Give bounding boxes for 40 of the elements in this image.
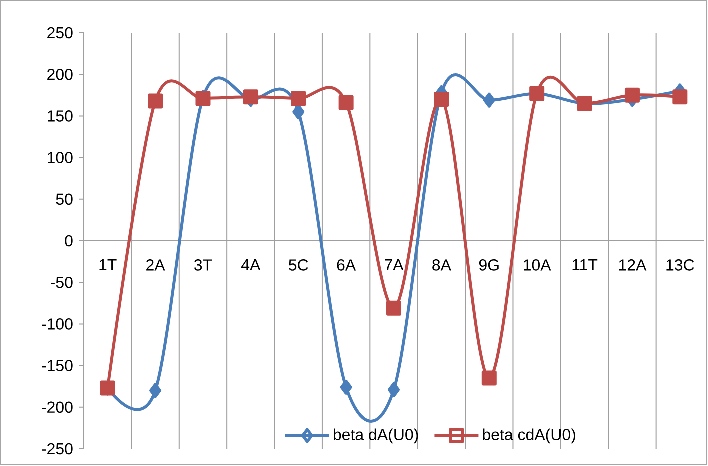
point: [386, 300, 402, 316]
point: [434, 92, 450, 108]
y-tick-label: -150: [42, 360, 73, 372]
point: [483, 92, 496, 108]
x-tick-label: 7A: [385, 260, 404, 271]
x-tick-label: 12A: [619, 260, 647, 271]
point: [388, 382, 400, 398]
x-tick-label: 5C: [289, 260, 308, 271]
legend-label: beta dA(U0): [334, 428, 418, 444]
x-tick-label: 4A: [242, 260, 261, 271]
x-tick-label: 1T: [100, 260, 117, 271]
x-tick-label: 13C: [666, 260, 694, 271]
y-tick-label: 200: [48, 68, 73, 80]
point: [292, 104, 305, 120]
point: [150, 383, 162, 398]
x-tick-label: 2A: [146, 260, 166, 271]
point: [291, 91, 306, 106]
y-tick-label: 250: [48, 27, 73, 39]
point: [482, 370, 497, 386]
point: [338, 95, 354, 110]
x-tick-label: 6A: [337, 260, 356, 271]
point: [340, 380, 352, 395]
y-tick-label: 100: [48, 152, 73, 164]
point: [672, 90, 688, 105]
y-tick-label: 0: [65, 235, 73, 247]
x-tick-label: 9G: [479, 260, 499, 271]
y-tick-label: -200: [42, 402, 73, 414]
y-tick-label: -50: [51, 276, 73, 288]
x-tick-label: 8A: [432, 260, 452, 271]
x-tick-label: 11T: [572, 260, 598, 271]
point: [148, 94, 164, 109]
point: [243, 90, 258, 105]
legend-label: beta cdA(U0): [483, 428, 576, 444]
y-tick-label: 50: [56, 194, 73, 206]
point: [624, 88, 640, 103]
y-tick-label: -250: [42, 443, 73, 455]
x-tick-label: 3T: [194, 260, 212, 271]
y-tick-label: -100: [42, 318, 73, 330]
y-tick-label: 150: [48, 110, 73, 122]
x-tick-label: 10A: [524, 260, 552, 271]
